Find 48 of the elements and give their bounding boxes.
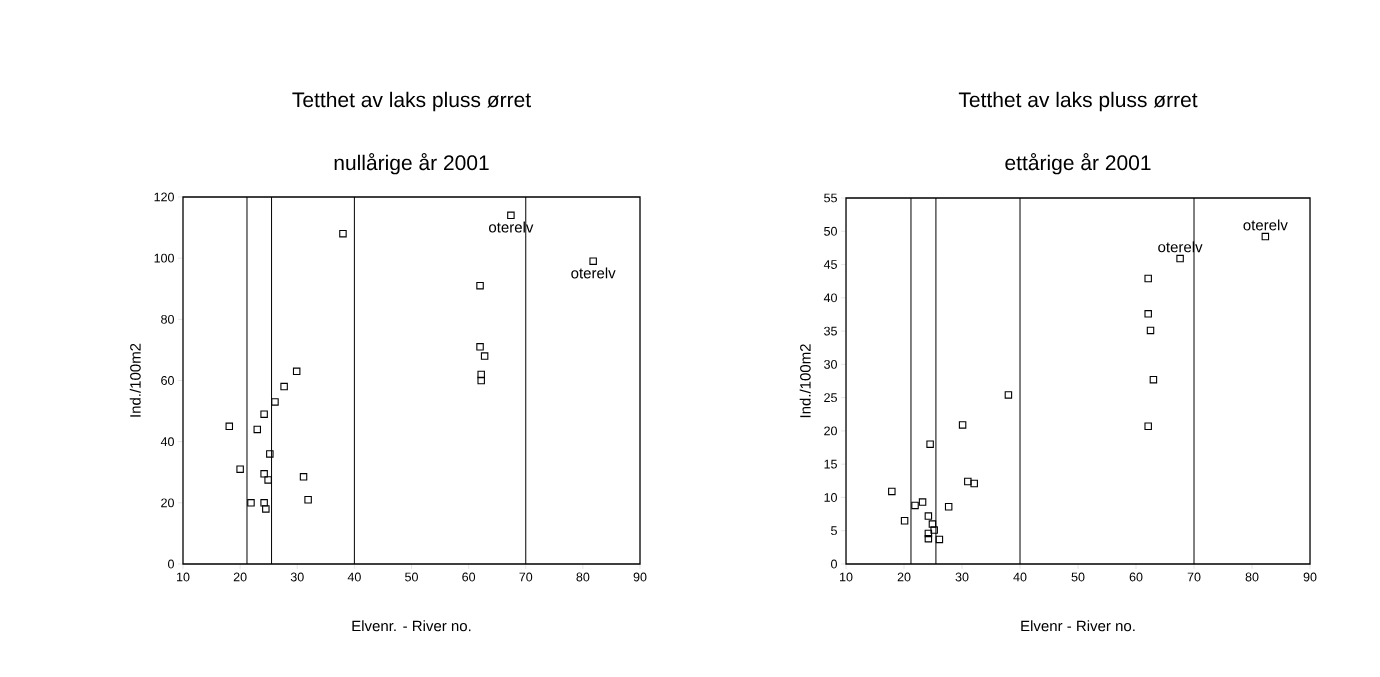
x-tick-label: 40: [1013, 572, 1027, 582]
x-tick-label: 10: [177, 572, 190, 582]
y-tick-label: 20: [161, 498, 174, 508]
x-tick-label: 30: [290, 572, 304, 582]
chart-title: Tetthet av laks pluss ørret: [292, 91, 531, 112]
y-tick-label: 40: [160, 437, 174, 447]
x-tick-label: 50: [405, 572, 418, 582]
x-tick-label: 90: [1303, 572, 1317, 582]
y-axis-title: Ind./100m2: [799, 344, 811, 418]
chart-subtitle: ettårige år 2001: [1005, 153, 1151, 175]
y-tick-label: 0: [831, 559, 837, 569]
x-tick-label: 70: [519, 572, 533, 582]
y-tick-label: 30: [824, 359, 837, 369]
x-tick-label: 20: [897, 572, 911, 582]
annotation: oterelv: [1158, 241, 1203, 253]
y-tick-label: 100: [154, 253, 174, 263]
x-axis-title: Elvenr. - River no.: [352, 620, 471, 632]
y-tick-label: 50: [824, 226, 837, 236]
x-tick-label: 20: [233, 572, 247, 582]
y-tick-label: 45: [823, 260, 837, 269]
y-tick-label: 80: [161, 314, 174, 324]
annotation: oterelv: [1243, 219, 1288, 231]
y-tick-label: 55: [824, 193, 837, 203]
x-tick-label: 50: [1071, 572, 1085, 582]
chart-subtitle: nullårige år 2001: [334, 153, 489, 175]
y-axis-title: Ind./100m2: [129, 343, 141, 417]
y-tick-label: 0: [168, 559, 174, 569]
y-tick-label: 60: [161, 376, 174, 385]
x-tick-label: 80: [1245, 572, 1259, 582]
x-tick-label: 90: [633, 572, 647, 582]
x-tick-label: 70: [1187, 572, 1201, 582]
y-tick-label: 5: [831, 526, 837, 536]
y-tick-label: 35: [824, 326, 837, 336]
y-tick-label: 20: [824, 426, 837, 436]
x-tick-label: 30: [955, 572, 969, 582]
x-tick-label: 80: [576, 572, 590, 582]
y-tick-label: 10: [824, 493, 837, 502]
x-tick-label: 60: [462, 572, 476, 582]
x-tick-label: 40: [347, 572, 361, 582]
x-axis-title: Elvenr - River no.: [1021, 620, 1135, 632]
y-tick-label: 15: [824, 459, 837, 469]
y-tick-label: 40: [823, 293, 837, 303]
y-tick-label: 25: [824, 393, 837, 403]
y-tick-label: 120: [154, 192, 174, 202]
x-tick-label: 60: [1129, 572, 1143, 582]
annotation: oterelv: [571, 267, 616, 279]
x-tick-label: 10: [840, 572, 853, 582]
chart-title: Tetthet av laks pluss ørret: [958, 91, 1198, 112]
